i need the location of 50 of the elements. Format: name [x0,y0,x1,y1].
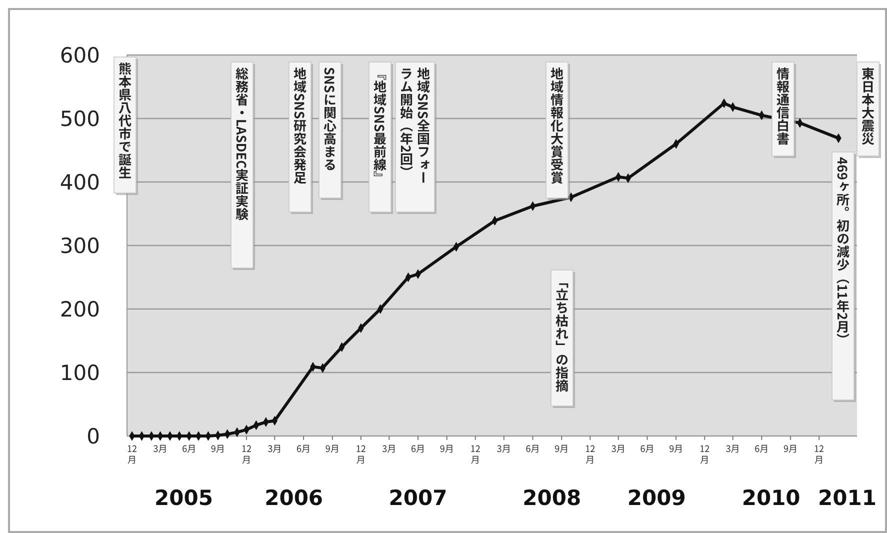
x2-tick-label: 2011 [818,486,877,510]
x2-tick-label: 2009 [627,486,686,510]
x2-tick-label: 2005 [154,486,213,510]
x-tick-label: 12月 [814,442,824,466]
x-tick-label: 3月 [382,442,396,455]
x-tick-label: 6月 [754,442,769,455]
x-tick-label: 12月 [700,442,710,466]
x-tick-label: 9月 [210,442,225,455]
x-tick-label: 9月 [669,442,684,455]
x2-tick-label: 2007 [388,486,448,510]
y-tick-label: 500 [60,106,100,131]
x2-tick-label: 2008 [522,486,582,510]
x-tick-label: 9月 [325,442,340,455]
annotation: 総務省・LASDEC実証実験 [232,66,252,222]
y-tick-label: 200 [60,297,100,322]
annotation: 熊本県八代市で誕生 [116,61,134,179]
annotation: 地域情報化大賞受賞 [548,66,566,184]
annotation: 「立ち枯れ」の指摘 [552,275,572,392]
x2-tick-label: 2006 [264,486,324,510]
x-tick-label: 6月 [640,442,654,455]
x-tick-label: 6月 [182,442,196,455]
x-tick-label: 3月 [268,442,282,455]
x-tick-label: 6月 [410,442,425,455]
x-tick-label: 9月 [554,442,569,455]
annotation: 469ヶ所。初の減少（11年2月） [834,157,852,346]
annotation: 『地域SNS最前線』 [370,67,390,184]
x-tick-label: 12月 [241,442,252,466]
x-tick-label: 3月 [153,442,168,455]
x2-tick-label: 2010 [742,486,800,510]
y-tick-label: 300 [60,234,100,258]
y-tick-label: 0 [86,424,100,448]
x-tick-label: 9月 [784,442,798,455]
y-tick-label: 100 [60,360,100,385]
x-tick-label: 6月 [296,442,311,455]
y-tick-label: 600 [60,43,100,68]
x-tick-label: 3月 [611,442,626,455]
annotation: SNSに関心高まる [320,67,340,171]
x-tick-label: 12月 [585,442,596,466]
text: 東日本大震災 [858,66,878,146]
annotation: 地域SNS全国フォーラム開始（年2回） [397,66,433,184]
annotation: 地域SNS研究会発足 [290,66,310,184]
annotation: 情報通信白書 [774,66,792,146]
x-tick-label: 3月 [496,442,511,455]
x-tick-label: 12月 [356,442,366,466]
x-tick-label: 9月 [440,442,454,455]
x-tick-label: 12月 [127,442,138,466]
y-tick-label: 400 [60,170,100,194]
x-tick-label: 12月 [470,442,480,466]
x-tick-label: 3月 [726,442,740,455]
x-tick-label: 6月 [526,442,540,455]
